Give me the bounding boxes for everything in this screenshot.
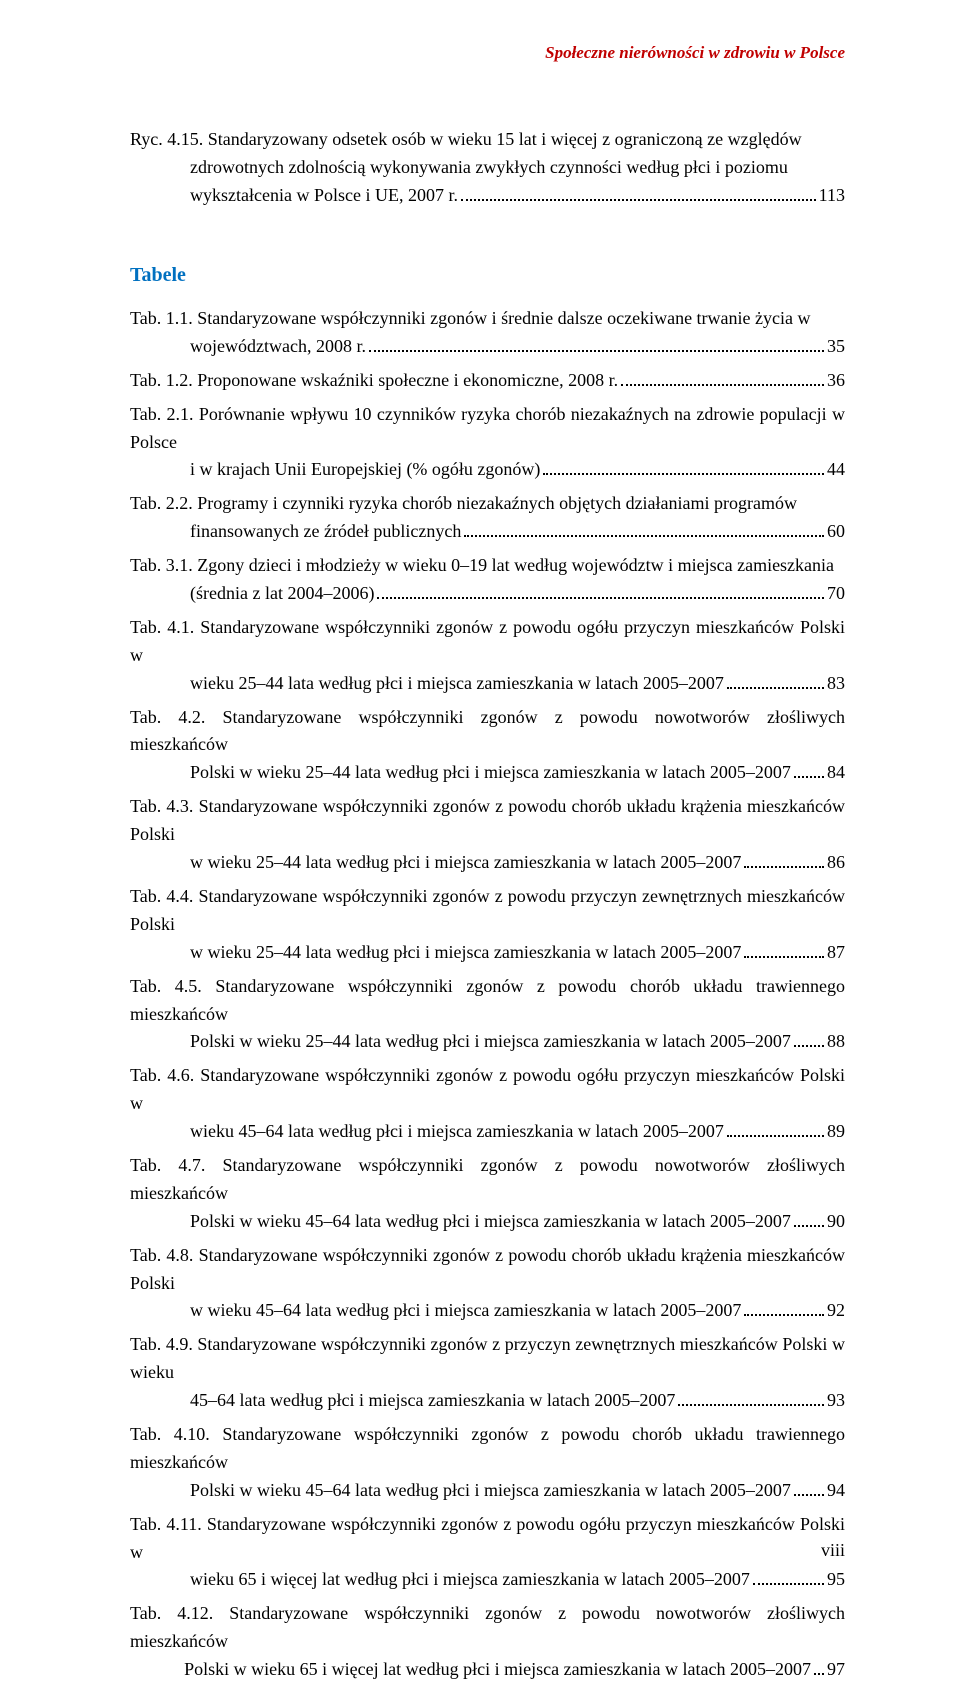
leader-dots bbox=[543, 457, 824, 475]
toc-text: Tab. 4.5. Standaryzowane współczynniki z… bbox=[130, 973, 845, 1029]
toc-text: zdrowotnych zdolnością wykonywania zwykł… bbox=[130, 154, 845, 182]
toc-entry: Tab. 2.2. Programy i czynniki ryzyka cho… bbox=[130, 490, 845, 546]
leader-dots bbox=[369, 334, 824, 352]
toc-text: Tab. 1.2. Proponowane wskaźniki społeczn… bbox=[130, 367, 618, 395]
toc-entry: Tab. 4.4. Standaryzowane współczynniki z… bbox=[130, 883, 845, 967]
toc-text: Tab. 4.2. Standaryzowane współczynniki z… bbox=[130, 704, 845, 760]
toc-text: wieku 45–64 lata według płci i miejsca z… bbox=[190, 1118, 724, 1146]
leader-dots bbox=[794, 1478, 824, 1496]
toc-text: (średnia z lat 2004–2006) bbox=[190, 580, 374, 608]
toc-entry: Tab. 4.2. Standaryzowane współczynniki z… bbox=[130, 704, 845, 788]
toc-text: i w krajach Unii Europejskiej (% ogółu z… bbox=[190, 456, 540, 484]
toc-entry-ryc: Ryc. 4.15. Standaryzowany odsetek osób w… bbox=[130, 126, 845, 210]
leader-dots bbox=[744, 850, 824, 868]
toc-page: 87 bbox=[827, 939, 845, 967]
toc-page: 94 bbox=[827, 1477, 845, 1505]
toc-entry: Tab. 4.8. Standaryzowane współczynniki z… bbox=[130, 1242, 845, 1326]
toc-text: w wieku 25–44 lata według płci i miejsca… bbox=[190, 849, 741, 877]
toc-text: Tab. 4.6. Standaryzowane współczynniki z… bbox=[130, 1062, 845, 1118]
leader-dots bbox=[727, 1119, 824, 1137]
toc-page: 89 bbox=[827, 1118, 845, 1146]
leader-dots bbox=[464, 519, 824, 537]
leader-dots bbox=[461, 183, 816, 201]
toc-page: 35 bbox=[827, 333, 845, 361]
toc-page: 36 bbox=[827, 367, 845, 395]
toc-text: wieku 65 i więcej lat według płci i miej… bbox=[190, 1566, 750, 1594]
toc-text: Tab. 4.1. Standaryzowane współczynniki z… bbox=[130, 614, 845, 670]
toc-text: Tab. 3.1. Zgony dzieci i młodzieży w wie… bbox=[130, 552, 845, 580]
toc-page: 93 bbox=[827, 1387, 845, 1415]
toc-text: Tab. 4.8. Standaryzowane współczynniki z… bbox=[130, 1242, 845, 1298]
toc-entry: Tab. 1.2. Proponowane wskaźniki społeczn… bbox=[130, 367, 845, 395]
toc-text: Tab. 2.2. Programy i czynniki ryzyka cho… bbox=[130, 490, 845, 518]
toc-page: 95 bbox=[827, 1566, 845, 1594]
toc-entry: Tab. 4.1. Standaryzowane współczynniki z… bbox=[130, 614, 845, 698]
toc-text: województwach, 2008 r. bbox=[190, 333, 366, 361]
toc-entry: Tab. 1.1. Standaryzowane współczynniki z… bbox=[130, 305, 845, 361]
toc-page: 60 bbox=[827, 518, 845, 546]
toc-text: Tab. 2.1. Porównanie wpływu 10 czynników… bbox=[130, 401, 845, 457]
toc-text: 45–64 lata według płci i miejsca zamiesz… bbox=[190, 1387, 675, 1415]
toc-page: 44 bbox=[827, 456, 845, 484]
toc-text: Tab. 4.7. Standaryzowane współczynniki z… bbox=[130, 1152, 845, 1208]
toc-entry: Tab. 4.10. Standaryzowane współczynniki … bbox=[130, 1421, 845, 1505]
leader-dots bbox=[814, 1657, 824, 1675]
toc-text: Tab. 4.11. Standaryzowane współczynniki … bbox=[130, 1511, 845, 1567]
toc-text: Polski w wieku 45–64 lata według płci i … bbox=[190, 1208, 791, 1236]
toc-page: 113 bbox=[819, 182, 845, 210]
toc-page: 70 bbox=[827, 580, 845, 608]
leader-dots bbox=[744, 940, 824, 958]
toc-entry: Tab. 4.7. Standaryzowane współczynniki z… bbox=[130, 1152, 845, 1236]
toc-text: finansowanych ze źródeł publicznych bbox=[190, 518, 461, 546]
toc-text: wieku 25–44 lata według płci i miejsca z… bbox=[190, 670, 724, 698]
leader-dots bbox=[794, 760, 824, 778]
toc-page: 83 bbox=[827, 670, 845, 698]
toc-entry: Tab. 4.6. Standaryzowane współczynniki z… bbox=[130, 1062, 845, 1146]
toc-text: Tab. 4.4. Standaryzowane współczynniki z… bbox=[130, 883, 845, 939]
leader-dots bbox=[377, 581, 824, 599]
toc-entry: Tab. 4.3. Standaryzowane współczynniki z… bbox=[130, 793, 845, 877]
toc-text: wykształcenia w Polsce i UE, 2007 r. bbox=[190, 182, 458, 210]
toc-entry: Tab. 2.1. Porównanie wpływu 10 czynników… bbox=[130, 401, 845, 485]
toc-page: 92 bbox=[827, 1297, 845, 1325]
toc-text: Polski w wieku 25–44 lata według płci i … bbox=[190, 1028, 791, 1056]
toc-text: Polski w wieku 45–64 lata według płci i … bbox=[190, 1477, 791, 1505]
toc-page: 97 bbox=[827, 1656, 845, 1684]
toc-text: Tab. 4.10. Standaryzowane współczynniki … bbox=[130, 1421, 845, 1477]
toc-entry: Tab. 4.9. Standaryzowane współczynniki z… bbox=[130, 1331, 845, 1415]
toc-text: Polski w wieku 65 i więcej lat według pł… bbox=[184, 1656, 811, 1684]
leader-dots bbox=[621, 368, 824, 386]
running-header: Społeczne nierówności w zdrowiu w Polsce bbox=[130, 40, 845, 66]
toc-text: w wieku 45–64 lata według płci i miejsca… bbox=[190, 1297, 741, 1325]
toc-page: 86 bbox=[827, 849, 845, 877]
document-page: Społeczne nierówności w zdrowiu w Polsce… bbox=[0, 0, 960, 1613]
toc-text: w wieku 25–44 lata według płci i miejsca… bbox=[190, 939, 741, 967]
leader-dots bbox=[753, 1567, 824, 1585]
toc-page: 84 bbox=[827, 759, 845, 787]
leader-dots bbox=[794, 1209, 824, 1227]
toc-page: 90 bbox=[827, 1208, 845, 1236]
toc-page: 88 bbox=[827, 1028, 845, 1056]
toc-text: Tab. 4.3. Standaryzowane współczynniki z… bbox=[130, 793, 845, 849]
toc-text: Ryc. 4.15. Standaryzowany odsetek osób w… bbox=[130, 126, 845, 154]
toc-entry: Tab. 4.11. Standaryzowane współczynniki … bbox=[130, 1511, 845, 1595]
page-number: viii bbox=[821, 1537, 845, 1565]
toc-text: Polski w wieku 25–44 lata według płci i … bbox=[190, 759, 791, 787]
leader-dots bbox=[678, 1388, 824, 1406]
toc-entry: Tab. 4.5. Standaryzowane współczynniki z… bbox=[130, 973, 845, 1057]
toc-text: Tab. 1.1. Standaryzowane współczynniki z… bbox=[130, 305, 845, 333]
leader-dots bbox=[744, 1298, 824, 1316]
leader-dots bbox=[727, 671, 824, 689]
leader-dots bbox=[794, 1029, 824, 1047]
section-heading-tabele: Tabele bbox=[130, 260, 845, 291]
toc-text: Tab. 4.9. Standaryzowane współczynniki z… bbox=[130, 1331, 845, 1387]
toc-entry: Tab. 3.1. Zgony dzieci i młodzieży w wie… bbox=[130, 552, 845, 608]
toc-text: Tab. 4.12. Standaryzowane współczynniki … bbox=[130, 1600, 845, 1656]
